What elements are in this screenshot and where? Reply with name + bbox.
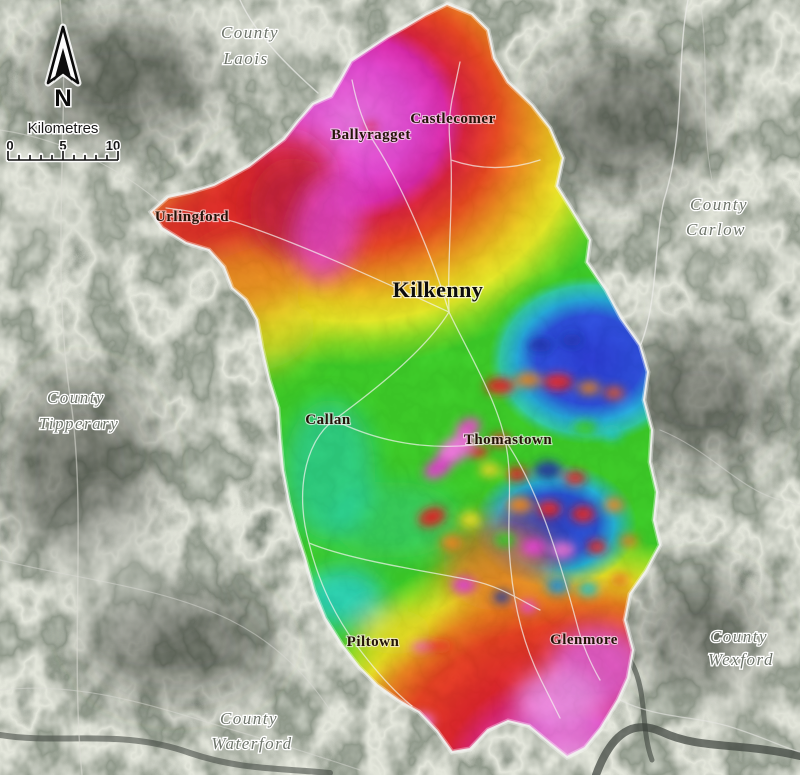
town-label-piltown: Piltown	[347, 634, 400, 650]
county-label-laois-1: County	[221, 23, 279, 42]
scale-bar-title: Kilometres	[28, 120, 99, 137]
county-labels: County Laois County Carlow County Tipper…	[37, 22, 774, 755]
county-label-carlow-1: County	[690, 195, 748, 214]
town-label-thomastown: Thomastown	[464, 432, 553, 448]
county-label-waterford-2: Waterford	[211, 734, 292, 753]
town-label-callan: Callan	[305, 412, 351, 428]
town-label-urlingford: Urlingford	[155, 209, 229, 225]
town-labels: Ballyragget Castlecomer Urlingford Calla…	[154, 110, 619, 651]
county-label-laois-2: Laois	[222, 49, 268, 68]
town-label-glenmore: Glenmore	[550, 632, 618, 648]
county-label-waterford-1: County	[220, 709, 278, 728]
county-label-tipperary-1: County	[47, 388, 105, 407]
town-label-castlecomer: Castlecomer	[410, 111, 495, 127]
scale-tick-label-5: 5	[59, 138, 66, 153]
county-label-carlow-2: Carlow	[686, 220, 746, 239]
north-arrow-letter: N	[54, 85, 71, 112]
county-roads	[165, 61, 601, 719]
scale-tick-label-0: 0	[6, 138, 13, 153]
scale-bar-ruler	[5, 148, 121, 163]
city-label-kilkenny: Kilkenny	[393, 277, 484, 302]
county-label-wexford-1: County	[710, 627, 768, 646]
county-label-wexford-2: Wexford	[708, 650, 774, 669]
north-arrow-fill	[54, 48, 72, 81]
scale-bar: Kilometres 0 5 10	[5, 119, 122, 163]
town-label-ballyragget: Ballyragget	[331, 127, 411, 143]
north-arrow: N	[44, 23, 82, 114]
county-label-tipperary-2: Tipperary	[39, 414, 120, 433]
